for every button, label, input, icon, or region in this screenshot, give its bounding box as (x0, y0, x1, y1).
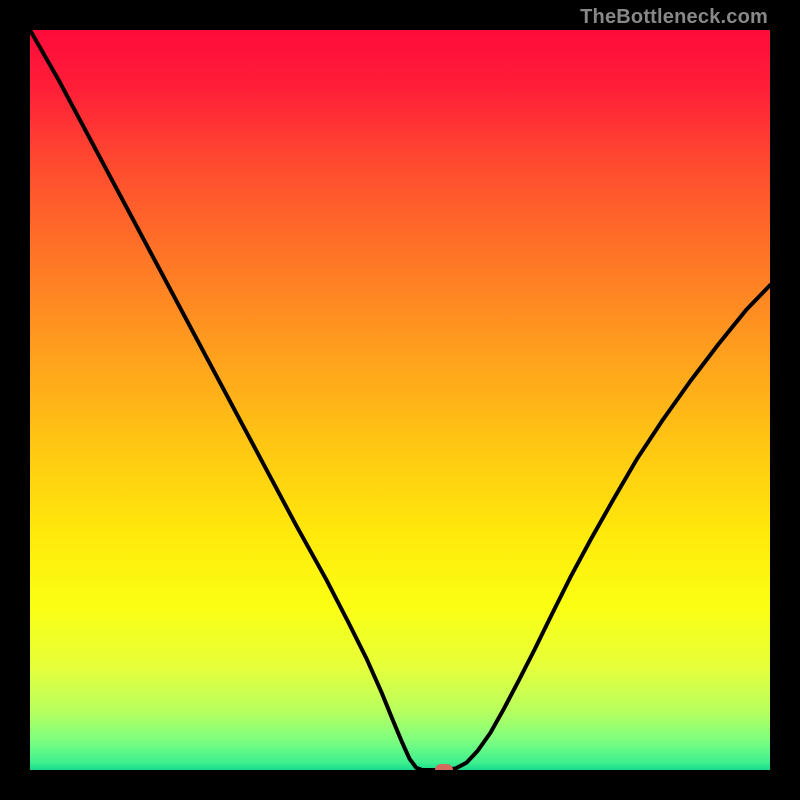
watermark-text: TheBottleneck.com (580, 6, 768, 29)
plot-area (30, 30, 770, 770)
optimal-point-marker (435, 764, 453, 770)
bottleneck-curve (30, 30, 770, 770)
chart-container: TheBottleneck.com (0, 0, 800, 800)
